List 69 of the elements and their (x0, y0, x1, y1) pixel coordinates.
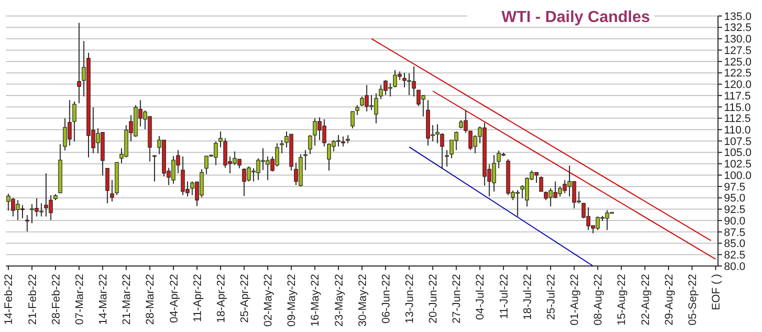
x-tick-label: 27-Jun-22 (451, 274, 464, 324)
x-tick-label: 08-Aug-22 (592, 274, 605, 326)
x-tick-label: 09-May-22 (286, 274, 298, 327)
y-tick-label: 102.5 (724, 158, 752, 171)
x-tick-label: 30-May-22 (356, 274, 369, 327)
y-tick-label: 132.5 (724, 22, 752, 34)
y-tick-label: 115.0 (724, 102, 751, 114)
y-tick-label: 90.0 (724, 215, 746, 228)
x-tick-label: 20-Jun-22 (428, 274, 440, 324)
candlestick (110, 180, 114, 202)
candlestick (355, 104, 360, 116)
x-tick-label: 25-Apr-22 (238, 274, 251, 323)
x-tick-label: 15-Aug-22 (616, 274, 628, 326)
x-tick-label: 02-May-22 (262, 274, 275, 327)
candlestick (72, 100, 76, 142)
candlestick (303, 150, 308, 171)
y-tick-label: 80.0 (724, 260, 746, 273)
x-tick-label: 11-Jul-22 (498, 274, 510, 320)
y-tick-label: 97.5 (724, 181, 746, 194)
candlestick (393, 70, 398, 88)
x-tick-label: 21-Mar-22 (121, 274, 134, 325)
y-tick-label: 95.0 (724, 192, 746, 205)
x-tick-label: 07-Mar-22 (74, 274, 86, 325)
y-tick-label: 117.5 (724, 90, 751, 102)
y-tick-label: 130.0 (724, 34, 752, 46)
x-tick-label: 04-Apr-22 (168, 274, 180, 323)
candlestick (280, 140, 284, 154)
x-tick-label: 18-Apr-22 (215, 274, 228, 323)
x-tick-label: 23-May-22 (333, 274, 346, 327)
y-tick-label: 122.5 (724, 68, 752, 80)
x-tick-label: 28-Feb-22 (50, 274, 62, 325)
candlestick (444, 150, 449, 167)
y-tick-label: 105.0 (724, 147, 752, 160)
candlestick (25, 214, 30, 232)
candlestick (539, 176, 544, 192)
candlestick (105, 168, 110, 204)
x-tick-label: 13-Jun-22 (404, 274, 416, 324)
y-tick-label: 120.0 (724, 79, 752, 92)
y-tick-label: 107.5 (724, 136, 752, 148)
x-tick-label: 18-Jul-22 (522, 274, 534, 320)
candlestick (350, 110, 355, 129)
x-tick-label: 05-Sep-22 (686, 274, 699, 326)
y-tick-label: 92.5 (724, 204, 746, 216)
x-tick-label: 29-Aug-22 (663, 274, 676, 326)
candlestick (77, 22, 82, 104)
x-tick-label: 01-Aug-22 (569, 274, 582, 326)
x-tick-label: 28-Mar-22 (144, 274, 157, 325)
x-tick-label: 22-Aug-22 (640, 274, 652, 326)
x-tick-label: 04-Jul-22 (474, 274, 487, 320)
y-tick-label: 135.0 (724, 10, 752, 23)
candlestick (308, 134, 312, 155)
x-tick-label: EOF ( ) (710, 274, 722, 310)
x-tick-label: 16-May-22 (310, 274, 322, 327)
x-tick-label: 21-Feb-22 (26, 274, 39, 325)
candlestick (152, 154, 157, 182)
chart-title: WTI - Daily Candles (502, 9, 650, 26)
x-tick-label: 14-Feb-22 (3, 274, 16, 325)
x-tick-label: 06-Jun-22 (380, 274, 392, 324)
y-tick-label: 112.5 (724, 113, 751, 126)
y-tick-label: 85.0 (724, 238, 746, 250)
x-tick-label: 11-Apr-22 (192, 274, 204, 322)
y-tick-label: 82.5 (724, 249, 746, 262)
y-tick-label: 110.0 (724, 124, 751, 136)
x-tick-label: 14-Mar-22 (98, 274, 110, 325)
y-tick-label: 100.0 (724, 170, 752, 182)
y-tick-label: 125.0 (724, 56, 752, 68)
x-tick-label: 25-Jul-22 (545, 274, 558, 320)
y-tick-label: 87.5 (724, 226, 746, 239)
y-tick-label: 127.5 (724, 44, 752, 57)
